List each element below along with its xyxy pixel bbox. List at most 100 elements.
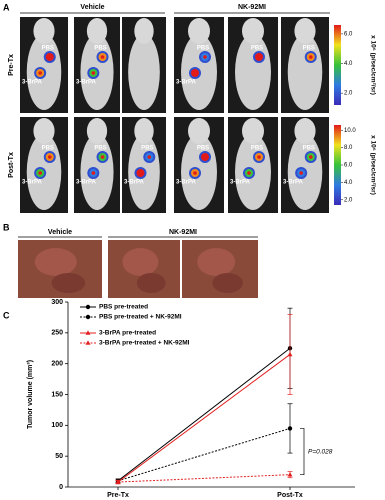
colorbar-tick-label: 10.0 [344,128,356,134]
colorbar-unit: x 10⁶ (p/sec/cm²/sr) [369,135,376,195]
tumor [136,273,166,293]
x-tick-label: Post-Tx [277,492,303,499]
y-tick-label: 50 [55,453,63,460]
marker [85,304,91,310]
group-header: NK-92MI [169,229,197,236]
signal-center [138,171,143,175]
mouse-head [188,18,210,44]
mouse-head [134,118,154,144]
signal-center [203,55,207,59]
colorbar-unit: x 10⁶ (p/sec/cm²/sr) [369,35,376,95]
mouse-body [128,34,160,110]
mouse-label: PBS [251,46,263,52]
mouse-head [134,18,154,44]
mouse-label: 3-BrPA [283,180,304,186]
mouse-label: 3-BrPA [230,180,251,186]
signal-center [91,71,96,75]
colorbar-tick-label: 4.0 [344,61,353,67]
x-tick-label: Pre-Tx [107,492,129,499]
mouse-head [33,18,55,44]
annotation: P=0.028 [308,448,333,455]
y-axis-label: Tumor volume (mm³) [27,360,34,429]
mouse-label: 3-BrPA [176,80,197,86]
marker [115,479,121,484]
colorbar-tick-label: 2.0 [344,197,353,203]
mouse-head [294,118,316,144]
tumor [34,248,77,276]
row-label: Post-Tx [8,152,15,178]
panel-label: B [3,222,10,232]
mouse-label: PBS [303,146,315,152]
mouse-head [33,118,55,144]
y-tick-label: 150 [51,391,63,398]
signal-center [308,155,313,159]
y-tick-label: 0 [59,484,63,491]
row-label: Pre-Tx [8,54,15,76]
mouse-label: PBS [42,146,54,152]
mouse-label: 3-BrPA [22,80,43,86]
marker [85,314,91,320]
mouse-head [242,18,264,44]
y-tick-label: 300 [51,299,63,306]
signal-center [193,171,197,175]
signal-center [91,171,96,175]
signal-center [299,171,303,175]
marker [287,351,293,357]
panel-label: A [3,2,10,12]
group-header: NK-92MI [238,4,266,11]
legend-label: PBS pre-treated + NK-92MI [99,314,182,321]
colorbar-tick-label: 2.0 [344,91,353,97]
y-tick-label: 200 [51,361,63,368]
signal-center [193,71,197,75]
colorbar-tick-label: 6.0 [344,31,353,37]
mouse-head [294,18,316,44]
mouse-label: 3-BrPA [176,180,197,186]
mouse-label: PBS [197,146,209,152]
signal-center [247,171,251,175]
legend-label: 3-BrPA pre-treated [99,330,156,337]
mouse-label: PBS [251,146,263,152]
mouse-label: PBS [303,46,315,52]
panel-label: C [3,310,10,320]
colorbar-tick-label: 6.0 [344,163,353,169]
mouse-head [242,118,264,144]
signal-center [38,71,42,75]
marker [85,330,91,335]
mouse-label: 3-BrPA [76,180,97,186]
tumor [212,273,243,293]
group-header: Vehicle [48,229,72,236]
colorbar-tick-label: 4.0 [344,180,353,186]
signal-center [308,55,313,59]
series-line [117,474,291,483]
mouse-label: PBS [197,46,209,52]
tumor [122,248,159,276]
signal-center [257,155,261,159]
tumor [51,273,86,293]
colorbar [334,25,341,105]
mouse-head [188,118,210,144]
signal-center [147,155,152,159]
mouse-label: PBS [42,46,54,52]
signal-center [100,155,105,159]
mouse-label: 3-BrPA [76,80,97,86]
signal-center [38,171,42,175]
mouse-head [86,118,108,144]
mouse-head [86,18,108,44]
signal-center [203,155,207,159]
signal-center [47,55,52,59]
mouse-label: PBS [94,46,106,52]
series-line [117,347,291,482]
mouse-label: PBS [94,146,106,152]
tumor [197,248,236,276]
significance-bracket [300,428,305,476]
y-tick-label: 250 [51,330,63,337]
series-line [117,427,291,482]
mouse-label: 3-BrPA [22,180,43,186]
signal-center [47,155,52,159]
signal-center [100,55,105,59]
colorbar [334,125,341,205]
legend-label: 3-BrPA pre-treated + NK-92MI [99,340,190,347]
marker [287,472,293,477]
marker [287,426,293,431]
